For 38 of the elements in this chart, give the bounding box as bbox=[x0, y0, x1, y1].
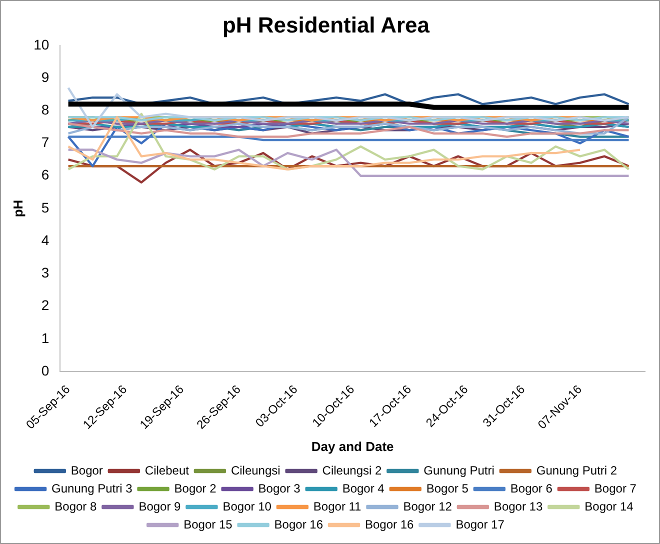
legend-label: Bogor 7 bbox=[594, 481, 637, 496]
legend-label: Gunung Putri bbox=[424, 463, 494, 478]
legend-label: Bogor 4 bbox=[342, 481, 385, 496]
legend-label: Cileungsi bbox=[230, 463, 280, 478]
legend-label: Gunung Putri 3 bbox=[52, 481, 133, 496]
legend-label: Bogor 3 bbox=[258, 481, 301, 496]
legend-label: Bogor 17 bbox=[456, 517, 505, 532]
x-axis-title: Day and Date bbox=[311, 438, 394, 454]
y-tick-label: 10 bbox=[34, 36, 50, 52]
legend-label: Bogor 12 bbox=[403, 499, 452, 514]
legend-label: Bogor bbox=[70, 463, 103, 478]
legend-label: Cileungsi 2 bbox=[322, 463, 382, 478]
legend-label: Bogor 10 bbox=[222, 499, 272, 514]
chart-title: pH Residential Area bbox=[222, 12, 430, 38]
y-tick-label: 9 bbox=[41, 68, 50, 85]
legend-label: Bogor 15 bbox=[184, 517, 233, 532]
legend-label: Bogor 9 bbox=[138, 499, 182, 514]
y-tick-label: 5 bbox=[41, 199, 50, 216]
y-tick-label: 6 bbox=[41, 166, 50, 183]
y-tick-label: 1 bbox=[41, 330, 50, 346]
legend-label: Bogor 13 bbox=[494, 499, 543, 514]
y-tick-label: 3 bbox=[41, 264, 50, 281]
y-tick-label: 4 bbox=[41, 232, 50, 248]
legend-label: Bogor 16 bbox=[365, 517, 414, 532]
y-tick-label: 0 bbox=[41, 362, 50, 378]
legend-label: Bogor 5 bbox=[426, 481, 469, 496]
legend-label: Bogor 2 bbox=[174, 481, 217, 496]
y-tick-label: 7 bbox=[41, 134, 50, 150]
y-tick-label: 8 bbox=[41, 102, 50, 118]
legend-label: Bogor 11 bbox=[313, 499, 362, 514]
legend-label: Bogor 8 bbox=[54, 499, 98, 514]
legend-label: Bogor 16 bbox=[274, 517, 324, 532]
y-axis-title: pH bbox=[10, 200, 26, 218]
y-tick-label: 2 bbox=[41, 297, 50, 314]
legend-label: Bogor 6 bbox=[510, 481, 553, 496]
legend-label: Cilebeut bbox=[144, 463, 190, 478]
legend-label: Gunung Putri 2 bbox=[536, 463, 618, 478]
legend-label: Bogor 14 bbox=[584, 499, 634, 514]
